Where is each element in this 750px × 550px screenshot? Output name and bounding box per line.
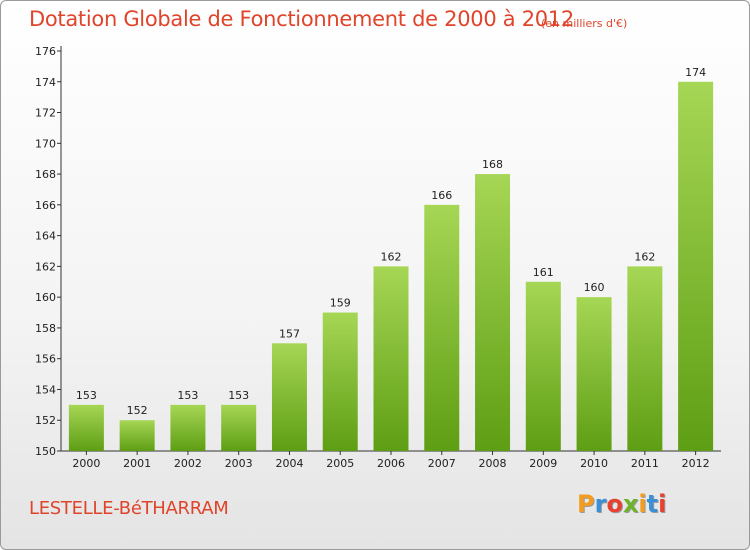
bar	[424, 204, 460, 451]
bar	[170, 404, 206, 451]
bar	[221, 404, 257, 451]
y-tick-label: 174	[35, 76, 56, 89]
data-label: 152	[127, 404, 148, 417]
bar	[627, 266, 663, 451]
data-label: 161	[533, 266, 554, 279]
x-tick-label: 2007	[428, 457, 456, 470]
data-label: 162	[634, 250, 655, 263]
x-tick-label: 2004	[275, 457, 303, 470]
data-label: 159	[330, 297, 351, 310]
logo-letter: x	[622, 490, 639, 518]
bar	[271, 343, 307, 451]
x-tick-label: 2003	[225, 457, 253, 470]
x-tick-label: 2006	[377, 457, 405, 470]
x-tick-label: 2002	[174, 457, 202, 470]
chart-title: Dotation Globale de Fonctionnement de 20…	[29, 7, 574, 31]
y-tick-label: 160	[35, 291, 56, 304]
y-tick-label: 168	[35, 168, 56, 181]
y-tick-label: 176	[35, 45, 56, 58]
x-tick-label: 2012	[682, 457, 710, 470]
data-label: 168	[482, 158, 503, 171]
y-tick-label: 162	[35, 260, 56, 273]
logo-letter: i	[658, 490, 667, 518]
bar	[525, 281, 561, 451]
bar	[475, 174, 511, 452]
data-label: 166	[431, 189, 452, 202]
unit-note: (en milliers d'€)	[541, 17, 628, 30]
bar	[678, 81, 714, 452]
data-label: 153	[76, 389, 97, 402]
bar	[576, 297, 612, 451]
y-tick-label: 150	[35, 445, 56, 458]
x-tick-label: 2008	[479, 457, 507, 470]
bar	[68, 404, 104, 451]
y-tick-label: 156	[35, 353, 56, 366]
x-tick-label: 2009	[529, 457, 557, 470]
logo-letter: i	[638, 490, 647, 518]
logo-letter: o	[606, 490, 623, 518]
data-label: 174	[685, 66, 706, 79]
data-label: 157	[279, 327, 300, 340]
y-tick-label: 158	[35, 322, 56, 335]
y-tick-label: 152	[35, 414, 56, 427]
x-tick-label: 2001	[123, 457, 151, 470]
proxiti-logo[interactable]: Proxiti	[577, 490, 666, 518]
commune-name: LESTELLE-BéTHARRAM	[29, 498, 229, 519]
bar	[322, 312, 358, 451]
y-tick-label: 170	[35, 137, 56, 150]
y-tick-label: 172	[35, 107, 56, 120]
x-tick-label: 2005	[326, 457, 354, 470]
data-label: 162	[381, 250, 402, 263]
logo-letter: P	[577, 490, 595, 518]
data-label: 153	[228, 389, 249, 402]
data-label: 160	[584, 281, 605, 294]
bar	[373, 266, 409, 451]
x-tick-label: 2010	[580, 457, 608, 470]
logo-letter: t	[646, 490, 659, 518]
y-tick-label: 154	[35, 383, 56, 396]
data-label: 153	[177, 389, 198, 402]
bar	[119, 420, 155, 451]
logo-letter: r	[594, 490, 607, 518]
x-tick-label: 2011	[631, 457, 659, 470]
y-tick-label: 164	[35, 230, 56, 243]
x-tick-label: 2000	[72, 457, 100, 470]
y-tick-label: 166	[35, 199, 56, 212]
